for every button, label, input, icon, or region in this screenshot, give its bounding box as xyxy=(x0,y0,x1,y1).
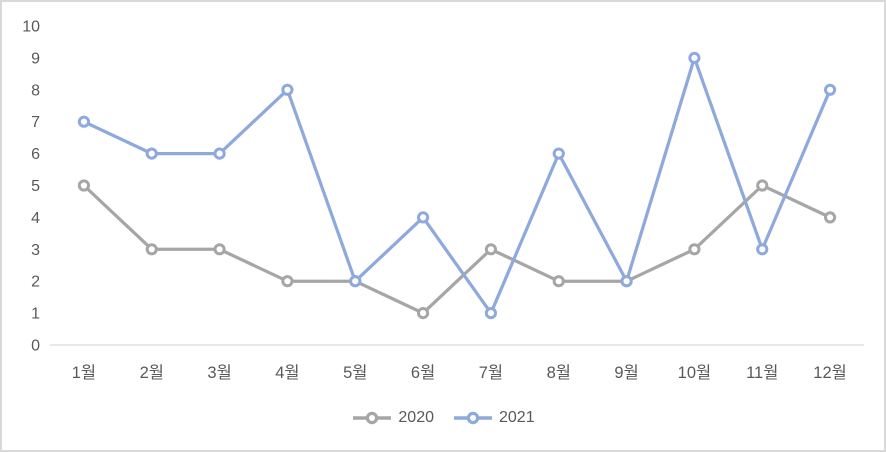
data-point-marker-2020 xyxy=(484,243,498,256)
data-point-marker-2021 xyxy=(213,147,226,160)
x-axis-category-label: 2월 xyxy=(140,363,164,382)
data-point-marker-2021 xyxy=(756,243,769,256)
x-axis-category-label: 3월 xyxy=(207,363,231,382)
x-axis-category-label: 5월 xyxy=(343,363,367,382)
y-axis-tick-label: 3 xyxy=(31,242,40,259)
y-axis-tick-label: 5 xyxy=(31,178,40,195)
data-point-marker-2021 xyxy=(823,83,837,96)
legend-item-2021: 2021 xyxy=(452,410,535,426)
data-point-marker-2020 xyxy=(145,243,158,256)
series-line-2021 xyxy=(82,56,832,315)
x-axis-category-label: 10월 xyxy=(678,363,712,382)
x-axis-category-label: 12월 xyxy=(813,363,847,382)
legend-circle xyxy=(366,411,379,425)
data-point-marker-2021 xyxy=(77,115,91,128)
data-point-marker-2021 xyxy=(688,51,701,65)
x-axis-category-label: 8월 xyxy=(547,363,571,382)
x-axis-category-label: 9월 xyxy=(614,363,638,382)
data-point-marker-2021 xyxy=(416,211,430,224)
data-point-marker-2020 xyxy=(281,275,294,288)
y-axis-tick-label: 0 xyxy=(31,338,40,355)
y-axis-tick-label: 10 xyxy=(22,19,40,36)
data-point-marker-2020 xyxy=(688,243,701,256)
legend-circle xyxy=(466,411,480,425)
x-axis-category-label: 11월 xyxy=(746,363,778,382)
y-axis-tick-label: 8 xyxy=(31,82,40,99)
y-axis-tick-label: 7 xyxy=(31,114,40,131)
x-axis-category-label: 6월 xyxy=(411,363,435,382)
chart-legend: 2020 2021 xyxy=(2,410,884,426)
y-axis-tick-label: 6 xyxy=(31,146,40,163)
x-axis-category-label: 1월 xyxy=(72,363,96,382)
data-point-marker-2020 xyxy=(552,275,565,288)
data-point-marker-2021 xyxy=(484,307,498,320)
data-point-marker-2020 xyxy=(823,211,837,224)
series-line-2020 xyxy=(82,183,832,315)
legend-label: 2021 xyxy=(499,409,535,426)
legend-item-2020: 2020 xyxy=(351,410,434,426)
data-point-marker-2020 xyxy=(213,243,226,256)
y-axis-tick-label: 2 xyxy=(31,274,40,291)
x-axis-category-label: 4월 xyxy=(275,363,299,382)
y-axis-tick-label: 1 xyxy=(31,306,40,323)
x-axis-category-label: 7월 xyxy=(479,363,503,382)
legend-label: 2020 xyxy=(398,409,434,426)
data-point-marker-2021 xyxy=(145,147,158,160)
data-point-marker-2020 xyxy=(77,179,91,192)
legend-marker-icon xyxy=(353,411,392,425)
y-axis-tick-label: 4 xyxy=(31,210,40,227)
data-point-marker-2021 xyxy=(620,275,633,288)
data-point-marker-2020 xyxy=(416,307,430,320)
legend-marker-icon xyxy=(454,411,492,425)
data-point-marker-2021 xyxy=(281,83,294,96)
data-point-marker-2020 xyxy=(756,179,769,192)
y-axis-tick-label: 9 xyxy=(31,50,40,67)
data-point-marker-2021 xyxy=(552,147,565,160)
data-point-marker-2021 xyxy=(349,275,362,288)
